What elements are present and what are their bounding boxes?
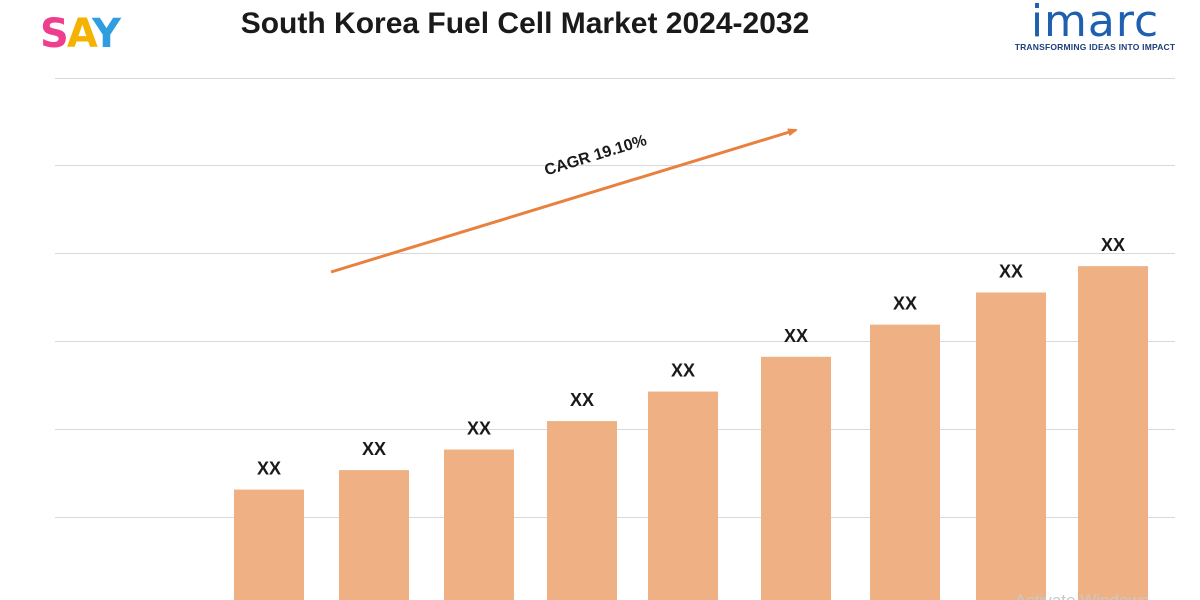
say-logo-a: A bbox=[66, 11, 94, 57]
bar bbox=[870, 324, 940, 600]
bar-data-label: XX bbox=[570, 390, 594, 410]
bar-data-label: XX bbox=[467, 419, 491, 439]
say-logo: SAY bbox=[40, 11, 121, 57]
bar bbox=[976, 292, 1046, 600]
cagr-trend-arrow bbox=[330, 128, 798, 274]
cagr-annotation: CAGR 19.10% bbox=[543, 132, 649, 179]
data-labels: XX XX XX XX XX XX XX XX XX bbox=[257, 235, 1125, 478]
bar bbox=[339, 470, 409, 600]
bar-data-label: XX bbox=[671, 361, 695, 381]
say-logo-s: S bbox=[40, 11, 69, 57]
bar bbox=[1078, 266, 1148, 600]
imarc-logo-word: imarc bbox=[1030, 0, 1160, 47]
imarc-logo: imarc TRANSFORMING IDEAS INTO IMPACT bbox=[1005, 0, 1185, 52]
bar-data-label: XX bbox=[784, 326, 808, 346]
say-logo-y: Y bbox=[91, 11, 121, 57]
bar-data-label: XX bbox=[257, 459, 281, 479]
bars bbox=[234, 266, 1148, 600]
bar-data-label: XX bbox=[999, 261, 1023, 281]
page-title: South Korea Fuel Cell Market 2024-2032 bbox=[240, 7, 810, 40]
bar bbox=[761, 356, 831, 600]
bar bbox=[547, 421, 617, 600]
bar-data-label: XX bbox=[362, 439, 386, 459]
watermark-text: Activate Windows bbox=[1015, 591, 1149, 600]
bar bbox=[648, 391, 718, 600]
bar bbox=[444, 449, 514, 600]
bar-data-label: XX bbox=[1101, 235, 1125, 255]
bar bbox=[234, 489, 304, 600]
imarc-logo-tagline: TRANSFORMING IDEAS INTO IMPACT bbox=[1014, 42, 1176, 52]
bar-data-label: XX bbox=[893, 294, 917, 314]
